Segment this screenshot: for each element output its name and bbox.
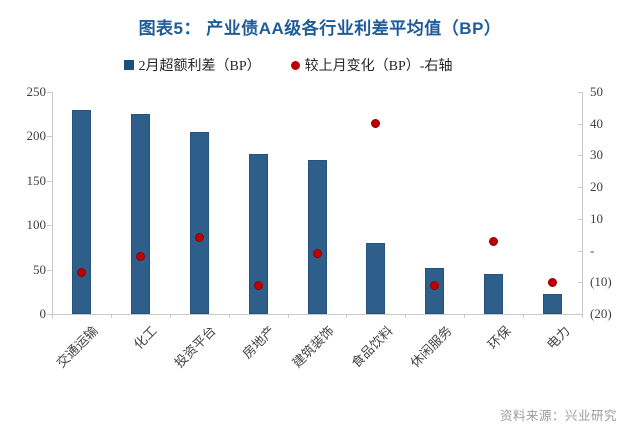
left-axis-tick (47, 92, 52, 93)
right-axis-tick (578, 187, 582, 189)
x-axis-label-5: 食品饮料 (348, 323, 396, 371)
legend-item-mom-change: 较上月变化（BP）-右轴 (290, 55, 453, 75)
bottom-axis-tick (582, 314, 583, 318)
x-axis-label-3: 房地产 (239, 323, 278, 362)
dot-5 (371, 119, 381, 129)
right-axis-tick-label: - (590, 242, 595, 258)
bottom-axis-line (52, 314, 583, 315)
left-axis-tick-label: 100 (26, 217, 47, 233)
legend-label-mom-change: 较上月变化（BP）-右轴 (304, 59, 453, 74)
bottom-axis-tick (110, 314, 112, 318)
left-axis-tick-label: 150 (26, 172, 47, 188)
right-axis-tick (578, 282, 582, 284)
left-axis-tick-label: 50 (33, 261, 46, 277)
bar-2 (189, 131, 209, 314)
bar-5 (366, 242, 386, 314)
bottom-axis-tick (346, 314, 348, 318)
chart-title: 图表5： 产业债AA级各行业利差平均值（BP） (138, 19, 502, 38)
x-axis-label-7: 环保 (484, 323, 514, 353)
right-axis-tick (578, 155, 582, 157)
bar-8 (543, 294, 563, 314)
left-axis-tick-label: 0 (39, 306, 47, 321)
legend-item-excess-spread: 2月超额利差（BP） (123, 55, 261, 75)
left-axis-tick (47, 136, 52, 138)
right-axis-tick-label: 50 (590, 84, 603, 99)
right-axis-tick (578, 218, 582, 220)
source-note: 资料来源：兴业研究 (499, 409, 617, 423)
right-axis-tick (578, 123, 582, 125)
bar-0 (71, 109, 91, 314)
x-axis-label-0: 交通运输 (53, 323, 102, 371)
bar-1 (130, 114, 150, 314)
bar-4 (307, 160, 327, 314)
right-axis-tick (578, 92, 582, 93)
bottom-axis-tick (464, 314, 466, 318)
left-axis-tick (47, 314, 52, 315)
right-axis-tick (578, 314, 582, 315)
right-axis-tick-label: (20) (590, 306, 612, 321)
right-axis-tick-label: (10) (590, 274, 612, 290)
bottom-axis-tick (169, 314, 171, 318)
dot-series-marker-icon (290, 60, 300, 70)
bottom-axis-tick (523, 314, 525, 318)
legend-label-excess-spread: 2月超额利差（BP） (138, 59, 261, 74)
dot-7 (489, 236, 499, 246)
x-axis-label-2: 投资平台 (171, 323, 219, 371)
bar-series-marker-icon (123, 60, 134, 70)
dot-0 (76, 268, 86, 278)
left-axis-line (52, 92, 53, 314)
dot-3 (253, 280, 263, 290)
bottom-axis-tick (287, 314, 289, 318)
dot-2 (194, 233, 204, 243)
dot-8 (548, 277, 558, 287)
dot-6 (430, 280, 440, 290)
right-axis-tick-label: 30 (590, 147, 603, 163)
x-axis-label-6: 休闲服务 (407, 323, 455, 371)
bottom-axis-tick (52, 314, 53, 318)
left-axis-tick-label: 250 (26, 84, 47, 99)
left-axis-tick-label: 200 (26, 128, 47, 144)
left-axis-tick (47, 225, 52, 227)
legend: 2月超额利差（BP） 较上月变化（BP）-右轴 (0, 55, 640, 75)
right-axis-tick (578, 250, 582, 252)
bottom-axis-tick (405, 314, 407, 318)
bar-3 (248, 154, 268, 314)
right-axis-tick-label: 40 (590, 115, 603, 131)
dot-4 (312, 249, 322, 259)
bar-7 (484, 274, 504, 314)
bottom-axis-tick (228, 314, 230, 318)
right-axis-tick-label: 20 (590, 179, 603, 195)
bar-6 (425, 267, 445, 314)
x-axis-label-8: 电力 (543, 323, 573, 353)
left-axis-tick (47, 180, 52, 182)
dot-1 (135, 252, 145, 262)
right-axis-line (582, 92, 583, 315)
left-axis-tick (47, 269, 52, 271)
x-axis-label-4: 建筑装饰 (289, 323, 337, 371)
right-axis-tick-label: 10 (590, 210, 603, 226)
x-axis-label-1: 化工 (131, 323, 161, 353)
